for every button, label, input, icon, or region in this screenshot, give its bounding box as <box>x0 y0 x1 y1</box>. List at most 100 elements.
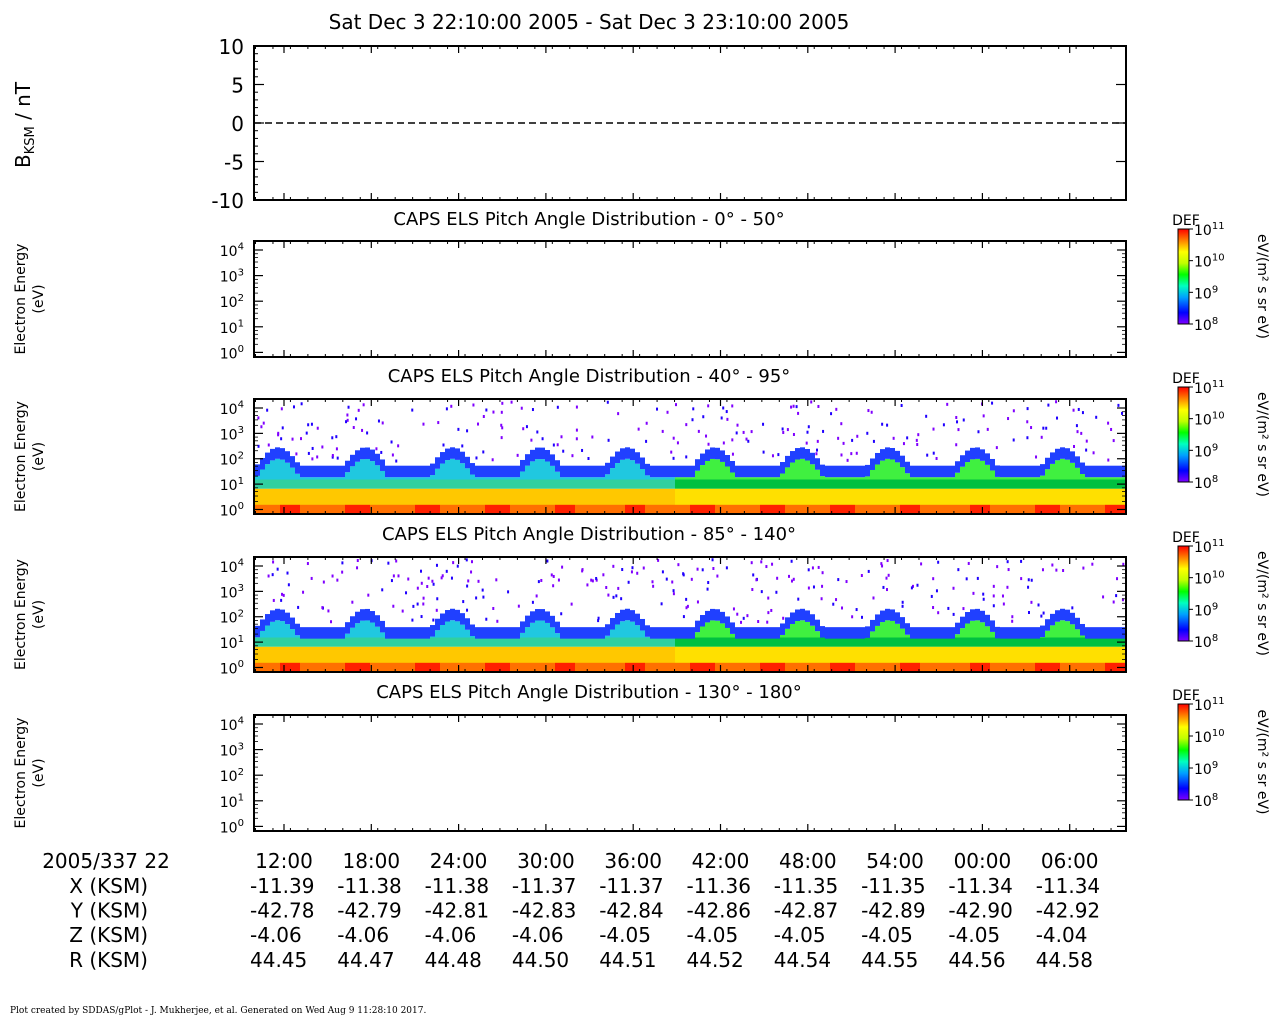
y-tick-label: 102 <box>220 293 244 311</box>
y-tick-label: 103 <box>220 583 244 601</box>
colorbar-tick-label: 1011 <box>1194 221 1225 239</box>
plot-canvas: Sat Dec 3 22:10:00 2005 - Sat Dec 3 23:1… <box>11 10 1270 972</box>
colorbar-tick-label: 1010 <box>1194 728 1225 746</box>
y-tick-label: 104 <box>220 242 244 260</box>
colorbar-gradient <box>1177 228 1190 325</box>
y-tick-label: 100 <box>220 659 244 677</box>
ephemeris-value: -4.05 <box>774 923 826 947</box>
colorbar-tick-label: 109 <box>1194 760 1218 778</box>
y-tick-label: 5 <box>231 74 244 98</box>
ephemeris-value: -42.86 <box>687 899 751 923</box>
ephemeris-time-label: 54:00 <box>866 849 924 873</box>
ephemeris-time-label: 18:00 <box>342 849 400 873</box>
y-tick-label: 101 <box>220 319 244 337</box>
energy-y-axis-label: Electron Energy (eV) <box>13 401 47 512</box>
ephemeris-value: -42.79 <box>337 899 401 923</box>
y-tick-label: 101 <box>220 793 244 811</box>
colorbar-unit-label: eV/(m² s sr eV) <box>1254 234 1270 339</box>
colorbar-tick-label: 1011 <box>1194 379 1225 397</box>
ephemeris-value: -4.05 <box>599 923 651 947</box>
ephemeris-value: 44.52 <box>687 948 744 972</box>
y-tick-label: 102 <box>220 767 244 785</box>
ephemeris-value: -4.04 <box>1036 923 1088 947</box>
energy-y-axis-title: Electron Energy <box>13 401 29 512</box>
spectrogram-frame <box>253 556 1127 673</box>
ephemeris-time-label: 48:00 <box>779 849 837 873</box>
y-tick-label: 0 <box>231 112 244 136</box>
ephemeris-value: -4.06 <box>425 923 477 947</box>
colorbar-tick-label: 108 <box>1194 316 1218 334</box>
y-tick-label: 104 <box>220 716 244 734</box>
ephemeris-value: 44.47 <box>337 948 394 972</box>
ephemeris-value: -11.37 <box>512 874 576 898</box>
ephemeris-value: 44.58 <box>1036 948 1093 972</box>
colorbar-tick-label: 109 <box>1194 284 1218 302</box>
ephemeris-time-label: 06:00 <box>1041 849 1099 873</box>
panel-title: CAPS ELS Pitch Angle Distribution - 130°… <box>376 682 802 703</box>
ephemeris-value: -11.35 <box>861 874 925 898</box>
colorbar-tick-label: 1010 <box>1194 570 1225 588</box>
ephemeris-value: -11.39 <box>250 874 314 898</box>
energy-y-axis-title: Electron Energy <box>13 559 29 670</box>
y-tick-label: -5 <box>224 151 244 175</box>
y-tick-label: 10 <box>219 35 244 59</box>
ephemeris-value: -42.87 <box>774 899 838 923</box>
spectrogram-frame <box>253 398 1127 515</box>
colorbar-label: DEF <box>1172 213 1200 229</box>
ephemeris-value: 44.48 <box>425 948 482 972</box>
ephemeris-row-label: X (KSM) <box>69 874 148 898</box>
ephemeris-value: -11.34 <box>1036 874 1100 898</box>
ephemeris-row-label: R (KSM) <box>69 948 148 972</box>
ephemeris-time-label: 42:00 <box>692 849 750 873</box>
ephemeris-value: -42.78 <box>250 899 314 923</box>
colorbar-tick-label: 1011 <box>1194 538 1225 556</box>
energy-y-axis-unit: (eV) <box>31 758 47 787</box>
colorbar-label: DEF <box>1172 688 1200 704</box>
colorbar-tick-label: 1010 <box>1194 411 1225 429</box>
spectrogram-frame <box>253 714 1127 832</box>
ephemeris-value: -4.05 <box>861 923 913 947</box>
ephemeris-time-label: 12:00 <box>255 849 313 873</box>
energy-y-axis-label: Electron Energy (eV) <box>13 559 47 670</box>
energy-y-axis-title: Electron Energy <box>13 718 29 829</box>
ephemeris-value: -42.81 <box>425 899 489 923</box>
energy-y-axis-unit: (eV) <box>31 442 47 471</box>
ephemeris-value: -11.37 <box>599 874 663 898</box>
energy-y-axis-unit: (eV) <box>31 284 47 313</box>
y-tick-label: 103 <box>220 425 244 443</box>
y-tick-label: 101 <box>220 634 244 652</box>
y-tick-label: 104 <box>220 400 244 418</box>
colorbar-unit-label: eV/(m² s sr eV) <box>1254 710 1270 815</box>
panel-title: CAPS ELS Pitch Angle Distribution - 85° … <box>382 524 796 545</box>
ephemeris-value: -42.84 <box>599 899 663 923</box>
colorbar-unit-label: eV/(m² s sr eV) <box>1254 392 1270 497</box>
spectrogram-image <box>255 400 1125 514</box>
ephemeris-time-label: 24:00 <box>430 849 488 873</box>
y-tick-label: 103 <box>220 267 244 285</box>
colorbar-label: DEF <box>1172 530 1200 546</box>
ephemeris-value: -11.36 <box>687 874 751 898</box>
panel-title: CAPS ELS Pitch Angle Distribution - 40° … <box>388 366 791 387</box>
ephemeris-value: -42.92 <box>1036 899 1100 923</box>
ephemeris-value: -4.06 <box>250 923 302 947</box>
y-tick-label: 104 <box>220 558 244 576</box>
ephemeris-value: -11.35 <box>774 874 838 898</box>
ephemeris-time-label: 36:00 <box>604 849 662 873</box>
ephemeris-value: -11.38 <box>425 874 489 898</box>
ephemeris-value: 44.55 <box>861 948 918 972</box>
y-tick-label: 102 <box>220 450 244 468</box>
energy-y-axis-label: Electron Energy (eV) <box>13 244 47 355</box>
ephemeris-row-label: Z (KSM) <box>69 923 148 947</box>
ephemeris-value: -4.06 <box>512 923 564 947</box>
ephemeris-value: -11.38 <box>337 874 401 898</box>
spectrogram-frame <box>253 240 1127 358</box>
spectrogram-image <box>255 558 1125 672</box>
colorbar-tick-label: 108 <box>1194 474 1218 492</box>
colorbar-tick-label: 109 <box>1194 442 1218 460</box>
panel-title: CAPS ELS Pitch Angle Distribution - 0° -… <box>393 209 784 230</box>
y-tick-label: 100 <box>220 344 244 362</box>
colorbar-tick-label: 1010 <box>1194 253 1225 271</box>
ephemeris-value: 44.51 <box>599 948 656 972</box>
colorbar-tick-label: 108 <box>1194 633 1218 651</box>
y-tick-label: 101 <box>220 476 244 494</box>
